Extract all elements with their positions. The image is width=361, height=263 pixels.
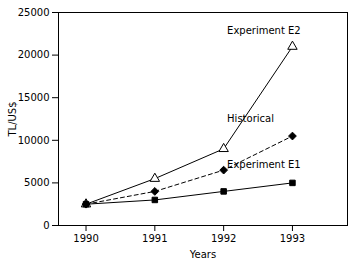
svg-text:Years: Years: [189, 249, 216, 260]
svg-text:20000: 20000: [18, 49, 50, 60]
svg-text:1992: 1992: [211, 233, 236, 244]
svg-text:Experiment E1: Experiment E1: [227, 159, 301, 170]
svg-text:1990: 1990: [73, 233, 98, 244]
svg-text:15000: 15000: [18, 92, 50, 103]
svg-text:10000: 10000: [18, 135, 50, 146]
svg-text:1991: 1991: [142, 233, 167, 244]
svg-text:25000: 25000: [18, 7, 50, 18]
svg-text:1993: 1993: [280, 233, 305, 244]
svg-text:0: 0: [43, 220, 49, 231]
svg-text:TL/US$: TL/US$: [7, 101, 18, 137]
svg-text:Historical: Historical: [227, 113, 274, 124]
svg-text:5000: 5000: [24, 177, 49, 188]
svg-text:Experiment E2: Experiment E2: [227, 25, 301, 36]
